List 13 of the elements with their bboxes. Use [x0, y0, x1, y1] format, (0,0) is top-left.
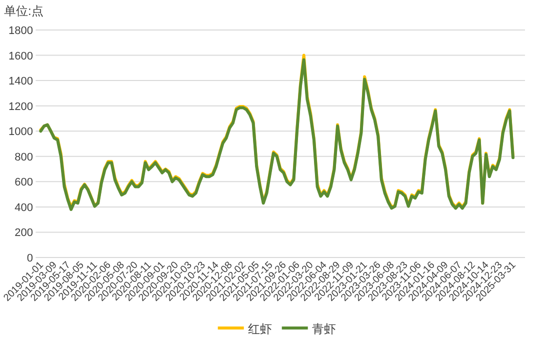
y-tick-label: 800	[14, 151, 33, 164]
legend-label: 青虾	[312, 322, 336, 336]
y-tick-label: 1000	[8, 126, 33, 138]
y-tick-label: 0	[26, 252, 33, 264]
y-tick-label: 1600	[8, 50, 33, 62]
y-tick-label: 400	[14, 202, 33, 214]
y-tick-label: 1400	[8, 76, 33, 88]
y-tick-label: 200	[14, 227, 33, 240]
y-tick-label: 600	[14, 176, 33, 189]
legend-label: 红虾	[248, 322, 272, 336]
y-tick-label: 1800	[8, 25, 33, 37]
y-tick-label: 1200	[8, 100, 33, 113]
y-axis-title: 单位:点	[4, 4, 44, 18]
